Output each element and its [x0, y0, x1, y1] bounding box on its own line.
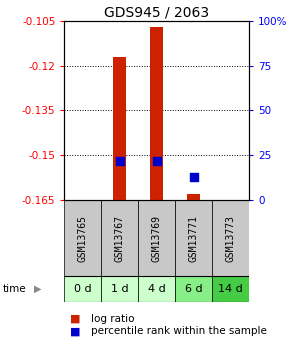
Text: ■: ■	[70, 326, 81, 336]
Bar	[175, 276, 212, 302]
Bar	[138, 276, 175, 302]
Text: 0 d: 0 d	[74, 284, 92, 294]
Bar	[175, 200, 212, 276]
Text: ▶: ▶	[34, 284, 42, 294]
Title: GDS945 / 2063: GDS945 / 2063	[104, 6, 209, 20]
Text: GSM13765: GSM13765	[78, 215, 88, 262]
Bar	[212, 276, 249, 302]
Bar	[138, 200, 175, 276]
Bar	[101, 200, 138, 276]
Text: time: time	[3, 284, 27, 294]
Bar	[113, 57, 126, 200]
Bar	[64, 276, 101, 302]
Text: 14 d: 14 d	[218, 284, 243, 294]
Point	[117, 158, 122, 164]
Text: percentile rank within the sample: percentile rank within the sample	[91, 326, 267, 336]
Point	[154, 158, 159, 164]
Text: GSM13767: GSM13767	[115, 215, 125, 262]
Bar	[64, 200, 101, 276]
Text: 4 d: 4 d	[148, 284, 166, 294]
Text: ■: ■	[70, 314, 81, 324]
Bar	[212, 200, 249, 276]
Bar	[187, 194, 200, 200]
Text: log ratio: log ratio	[91, 314, 134, 324]
Text: 6 d: 6 d	[185, 284, 202, 294]
Bar	[101, 276, 138, 302]
Text: GSM13771: GSM13771	[189, 215, 199, 262]
Text: GSM13773: GSM13773	[226, 215, 236, 262]
Bar	[150, 27, 163, 200]
Text: GSM13769: GSM13769	[152, 215, 162, 262]
Text: 1 d: 1 d	[111, 284, 129, 294]
Point	[191, 174, 196, 179]
